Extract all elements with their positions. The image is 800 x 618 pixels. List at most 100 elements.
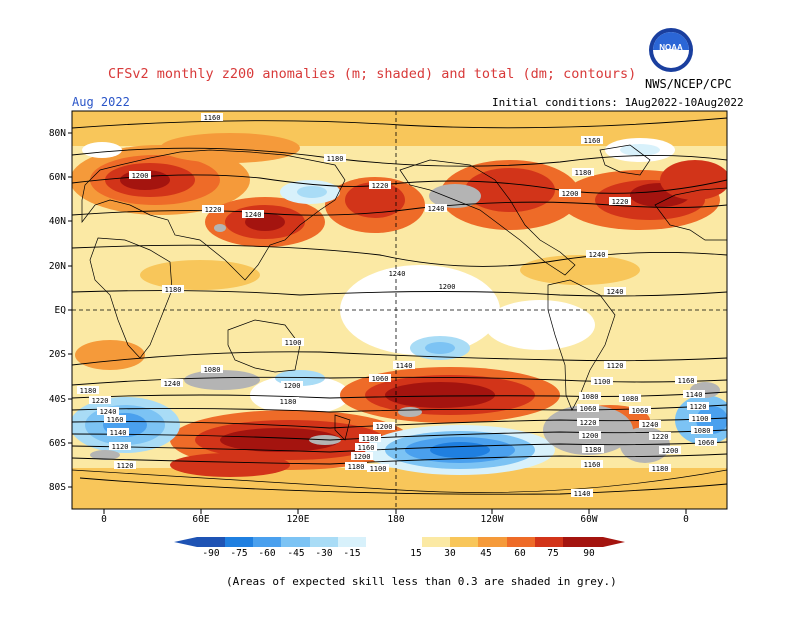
svg-text:1160: 1160: [204, 114, 221, 122]
lat-label-40s: 40S: [49, 394, 66, 405]
contour-label: 1160: [581, 136, 603, 145]
svg-text:1200: 1200: [132, 172, 149, 180]
lat-label-40n: 40N: [49, 216, 66, 227]
svg-text:1240: 1240: [245, 211, 262, 219]
lat-label-eq: EQ: [55, 305, 67, 316]
contour-label: 1200: [373, 422, 395, 431]
lon-label-120w: 120W: [481, 514, 504, 525]
svg-text:1240: 1240: [642, 421, 659, 429]
contour-label: 1240: [425, 204, 447, 213]
lon-label-120e: 120E: [287, 514, 310, 525]
contour-label: 1240: [386, 269, 408, 278]
contour-label: 1220: [369, 181, 391, 190]
lon-label-60w: 60W: [580, 514, 597, 525]
svg-text:1220: 1220: [652, 433, 669, 441]
svg-text:1220: 1220: [205, 206, 222, 214]
svg-text:1220: 1220: [612, 198, 629, 206]
svg-text:1140: 1140: [686, 391, 703, 399]
lon-label-0-east: 0: [683, 514, 689, 525]
svg-text:1240: 1240: [428, 205, 445, 213]
svg-text:1180: 1180: [348, 463, 365, 471]
contour-label: 1160: [104, 415, 126, 424]
latitude-axis: 80N 60N 40N 20N EQ 20S 40S 60S 80S: [49, 128, 72, 493]
contour-label: 1240: [586, 250, 608, 259]
svg-text:1240: 1240: [607, 288, 624, 296]
chart-title: CFSv2 monthly z200 anomalies (m; shaded)…: [108, 66, 637, 82]
coastlines: [72, 144, 727, 493]
contour-label: 1220: [89, 396, 111, 405]
svg-text:1140: 1140: [574, 490, 591, 498]
svg-text:1060: 1060: [372, 375, 389, 383]
svg-text:1180: 1180: [327, 155, 344, 163]
contour-label: 1180: [572, 168, 594, 177]
contour-label: 1120: [604, 361, 626, 370]
contour-label: 1120: [109, 442, 131, 451]
contour-label: 1120: [114, 461, 136, 470]
contour-label: 1060: [577, 404, 599, 413]
svg-text:1120: 1120: [117, 462, 134, 470]
initial-conditions-label: Initial conditions: 1Aug2022-10Aug2022: [492, 96, 744, 109]
svg-text:1160: 1160: [107, 416, 124, 424]
contour-label: 1240: [639, 420, 661, 429]
colorbar-label: 15: [410, 548, 421, 559]
svg-text:1160: 1160: [678, 377, 695, 385]
lat-label-60s: 60S: [49, 438, 66, 449]
lat-label-80s: 80S: [49, 482, 66, 493]
contour-label: 1060: [369, 374, 391, 383]
contour-label: 1180: [324, 154, 346, 163]
contour-label: 1080: [201, 365, 223, 374]
contour-label: 1180: [162, 285, 184, 294]
colorbar-label: 30: [444, 548, 456, 559]
lon-label-60e: 60E: [192, 514, 209, 525]
svg-text:1060: 1060: [580, 405, 597, 413]
contour-label: 1160: [355, 443, 377, 452]
contour-label: 1160: [581, 460, 603, 469]
svg-text:1060: 1060: [632, 407, 649, 415]
contour-label: 1200: [559, 189, 581, 198]
contour-label: 1060: [629, 406, 651, 415]
contour-label: 1180: [277, 397, 299, 406]
svg-text:1220: 1220: [580, 419, 597, 427]
contour-label: 1240: [242, 210, 264, 219]
contour-label: 1220: [202, 205, 224, 214]
svg-text:1080: 1080: [204, 366, 221, 374]
contour-label: 1240: [97, 407, 119, 416]
colorbar-label: -90: [202, 548, 219, 559]
lon-label-180: 180: [387, 514, 404, 525]
svg-text:1240: 1240: [589, 251, 606, 259]
contour-label: 1140: [393, 361, 415, 370]
contour-label: 1060: [695, 438, 717, 447]
lat-label-60n: 60N: [49, 172, 66, 183]
month-label: Aug 2022: [72, 95, 130, 109]
svg-text:1200: 1200: [354, 453, 371, 461]
svg-text:1180: 1180: [280, 398, 297, 406]
svg-text:1180: 1180: [585, 446, 602, 454]
colorbar-arrow-right: [603, 537, 625, 547]
contour-label: 1080: [619, 394, 641, 403]
svg-text:1180: 1180: [652, 465, 669, 473]
contour-label: 1140: [107, 428, 129, 437]
svg-text:1160: 1160: [584, 461, 601, 469]
colorbar-label: 90: [583, 548, 595, 559]
svg-text:1200: 1200: [439, 283, 456, 291]
contour-label: 1080: [691, 426, 713, 435]
contour-label: 1200: [351, 452, 373, 461]
lon-label-0: 0: [101, 514, 107, 525]
contour-label: 1200: [579, 431, 601, 440]
contour-label: 1240: [161, 379, 183, 388]
svg-text:1240: 1240: [164, 380, 181, 388]
svg-text:1240: 1240: [389, 270, 406, 278]
lat-label-20n: 20N: [49, 261, 66, 272]
contour-label: 1220: [649, 432, 671, 441]
svg-text:1100: 1100: [692, 415, 709, 423]
svg-text:1160: 1160: [584, 137, 601, 145]
svg-text:1200: 1200: [662, 447, 679, 455]
contour-label: 1100: [367, 464, 389, 473]
svg-text:1120: 1120: [607, 362, 624, 370]
svg-text:1200: 1200: [582, 432, 599, 440]
contour-label: 1120: [687, 402, 709, 411]
contour-label: 1200: [129, 171, 151, 180]
colorbar-label: -45: [287, 548, 304, 559]
svg-text:1120: 1120: [690, 403, 707, 411]
